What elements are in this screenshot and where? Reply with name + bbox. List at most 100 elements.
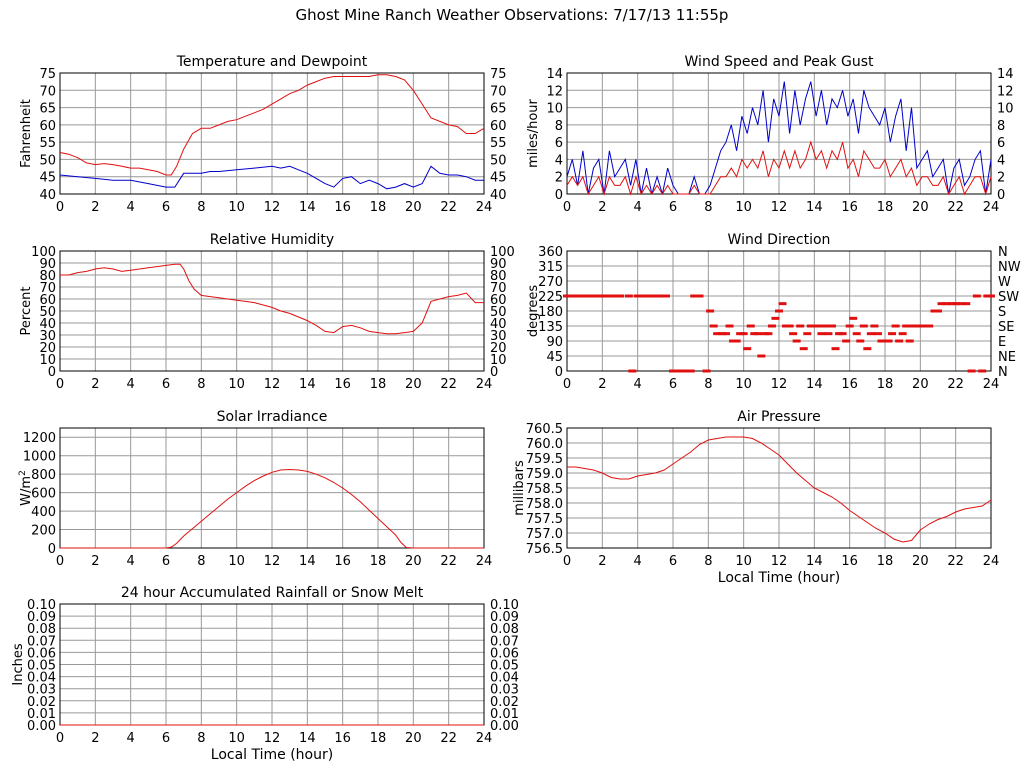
data-point <box>987 294 995 298</box>
data-point <box>589 294 598 298</box>
y-tick-label: 50 <box>39 153 56 168</box>
y-tick-label: 757.5 <box>526 512 563 527</box>
y-tick-label: 10 <box>546 102 563 117</box>
y-tick-label: 75 <box>39 67 56 82</box>
data-point <box>638 294 647 298</box>
y-tick-label: 60 <box>39 293 56 308</box>
data-point <box>651 294 660 298</box>
y-tick-label-right: 2 <box>997 171 1005 186</box>
x-tick-label: 8 <box>704 200 712 215</box>
data-point <box>884 339 893 343</box>
y-tick-label-right: 4 <box>997 153 1005 168</box>
solar-title: Solar Irradiance <box>217 409 328 425</box>
y-tick-label: 600 <box>31 487 56 502</box>
data-point <box>661 294 670 298</box>
x-tick-label: 8 <box>197 200 205 215</box>
wind-speed-frame <box>566 72 992 195</box>
x-tick-label: 20 <box>405 200 422 215</box>
x-tick-label: 20 <box>405 554 422 569</box>
x-tick-label: 6 <box>162 377 170 392</box>
data-point <box>905 339 914 343</box>
data-point <box>767 324 776 328</box>
y-tick-label: 0.08 <box>27 622 56 637</box>
x-tick-label: 24 <box>983 554 1000 569</box>
x-tick-label: 20 <box>405 731 422 746</box>
data-point <box>706 309 715 313</box>
y-tick-label: 0.06 <box>27 646 56 661</box>
series-line-red <box>60 263 484 335</box>
x-tick-label: 0 <box>563 200 571 215</box>
page-title: Ghost Mine Ranch Weather Observations: 7… <box>295 6 729 24</box>
y-tick-label: 758.0 <box>526 497 563 512</box>
y-tick-label: 14 <box>546 67 563 82</box>
data-point <box>624 294 633 298</box>
data-point <box>799 347 808 351</box>
y-tick-label-right: 30 <box>490 329 507 344</box>
y-tick-label: 40 <box>39 188 56 203</box>
series-line-blue <box>59 165 484 190</box>
data-point <box>813 324 822 328</box>
temperature-title: Temperature and Dewpoint <box>176 54 368 70</box>
y-tick-label: 0.00 <box>27 719 56 734</box>
direction-label: SW <box>998 290 1019 305</box>
data-point <box>605 294 614 298</box>
data-point <box>828 324 836 328</box>
data-point <box>852 332 861 336</box>
data-point <box>722 332 730 336</box>
y-tick-label: 6 <box>555 136 563 151</box>
y-tick-label-right: 75 <box>490 67 507 82</box>
rainfall-xlabel: Local Time (hour) <box>211 747 333 763</box>
y-tick-label-right: 0.06 <box>490 646 519 661</box>
x-tick-label: 16 <box>841 200 858 215</box>
data-point <box>859 324 868 328</box>
series-line-red <box>59 74 485 176</box>
y-tick-label-right: 0.00 <box>490 719 519 734</box>
data-point <box>677 369 686 373</box>
y-tick-label-right: 90 <box>490 257 507 272</box>
wind-direction-ylabel: degrees <box>526 285 541 338</box>
x-tick-label: 12 <box>771 377 788 392</box>
y-tick-label-right: 60 <box>490 119 507 134</box>
x-tick-label: 20 <box>405 377 422 392</box>
y-tick-label-right: 12 <box>997 84 1014 99</box>
y-tick-label-right: 10 <box>997 102 1014 117</box>
rainfall-ylabel: Inches <box>11 643 26 685</box>
data-point <box>789 332 798 336</box>
data-point <box>739 332 748 336</box>
direction-label: SE <box>998 320 1014 335</box>
direction-label: S <box>998 305 1006 320</box>
y-tick-label: 70 <box>39 84 56 99</box>
data-point <box>610 294 619 298</box>
wind-direction-title: Wind Direction <box>728 232 831 248</box>
y-tick-label: 0.02 <box>27 695 56 710</box>
y-tick-label-right: 10 <box>490 353 507 368</box>
y-tick-label-right: 0.05 <box>490 659 519 674</box>
data-point <box>672 369 681 373</box>
y-tick-label-right: 0.03 <box>490 683 519 698</box>
data-point <box>563 294 571 298</box>
data-point <box>824 332 833 336</box>
pressure-title: Air Pressure <box>737 409 820 425</box>
y-tick-label: 760.0 <box>526 437 563 452</box>
x-tick-label: 10 <box>228 554 245 569</box>
x-tick-label: 4 <box>127 377 135 392</box>
solar-ylabel: W/m2 <box>18 470 34 506</box>
data-point <box>942 302 951 306</box>
x-tick-label: 14 <box>806 200 823 215</box>
x-tick-label: 18 <box>370 554 387 569</box>
data-point <box>849 316 858 320</box>
y-tick-label-right: 0.04 <box>490 671 519 686</box>
data-point <box>690 294 699 298</box>
data-point <box>743 347 752 351</box>
x-tick-label: 4 <box>127 731 135 746</box>
x-tick-label: 16 <box>841 377 858 392</box>
direction-label: N <box>998 365 1008 380</box>
y-tick-label-right: 0 <box>997 188 1005 203</box>
y-tick-label-right: 40 <box>490 317 507 332</box>
data-point <box>600 294 609 298</box>
y-tick-label-right: 100 <box>490 245 515 260</box>
humidity-title: Relative Humidity <box>210 232 334 248</box>
temperature-ylabel: Fahrenheit <box>19 99 34 168</box>
